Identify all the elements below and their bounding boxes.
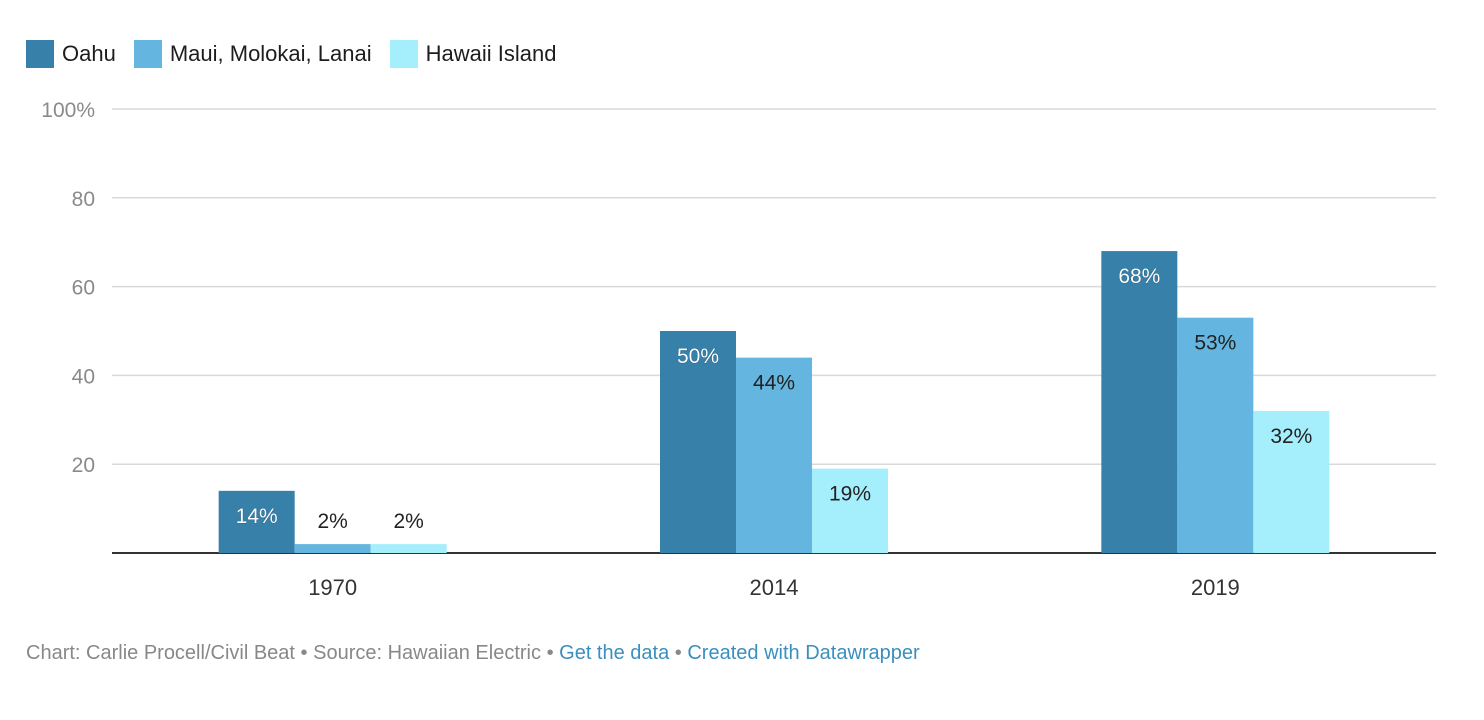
datawrapper-link[interactable]: Created with Datawrapper — [687, 642, 920, 664]
bar-labels: 14% 2% 2% 50% 44% 19% 68% 53% 32% — [235, 265, 1312, 533]
x-tick-label: 1970 — [308, 575, 357, 600]
bars — [218, 251, 1330, 553]
bar-data-label: 53% — [1194, 332, 1236, 355]
bar — [218, 490, 295, 553]
bar-data-label: 68% — [1118, 265, 1160, 288]
bar-data-label: 50% — [677, 345, 719, 368]
legend-label-hawaii: Hawaii Island — [425, 41, 557, 66]
legend-swatch-oahu — [26, 40, 54, 68]
y-tick-label: 80 — [72, 188, 95, 211]
legend-swatch-maui — [133, 40, 162, 68]
bar — [660, 331, 736, 553]
x-tick-label: 2019 — [1191, 575, 1240, 600]
chart-footer: Chart: Carlie Procell/Civil Beat • Sourc… — [26, 642, 920, 665]
legend-item-maui: Maui, Molokai, Lanai — [133, 40, 372, 68]
bar-data-label: 32% — [1270, 425, 1312, 448]
bar-chart: 20 40 60 80 100% 14% 2% 2% 50% 44% 19% 68% 53% 32% 1… — [41, 99, 1436, 600]
bar-data-label: 19% — [829, 483, 871, 506]
y-tick-label: 40 — [72, 365, 95, 388]
bar — [736, 357, 812, 553]
footer-source: Source: Hawaiian Electric — [313, 642, 541, 664]
x-axis: 1970 2014 2019 — [308, 575, 1240, 600]
bar-data-label: 2% — [317, 510, 347, 533]
y-tick-label: 60 — [72, 277, 95, 300]
bar — [370, 544, 447, 553]
y-tick-label: 100% — [41, 99, 95, 122]
x-tick-label: 2014 — [750, 575, 799, 600]
bar — [1101, 251, 1178, 553]
get-the-data-link[interactable]: Get the data — [559, 642, 670, 664]
bar-data-label: 14% — [236, 505, 278, 528]
legend-item-oahu: Oahu — [26, 40, 116, 68]
legend-item-hawaii: Hawaii Island — [389, 40, 557, 68]
legend-label-maui: Maui, Molokai, Lanai — [169, 41, 372, 66]
footer-credit: Chart: Carlie Procell/Civil Beat — [26, 642, 295, 664]
bar — [1253, 410, 1330, 553]
bar-data-label: 44% — [753, 372, 795, 395]
legend: Oahu Maui, Molokai, Lanai Hawaii Island — [26, 40, 574, 68]
footer-separator: • — [546, 642, 554, 664]
legend-label-oahu: Oahu — [62, 41, 116, 66]
bar — [1177, 317, 1254, 553]
legend-swatch-hawaii — [389, 40, 418, 68]
footer-separator: • — [674, 642, 682, 664]
bar-data-label: 2% — [393, 510, 423, 533]
footer-separator: • — [300, 642, 308, 664]
bar — [812, 468, 888, 553]
y-tick-label: 20 — [72, 454, 95, 477]
bar — [294, 544, 371, 553]
y-axis: 20 40 60 80 100% — [41, 99, 95, 477]
